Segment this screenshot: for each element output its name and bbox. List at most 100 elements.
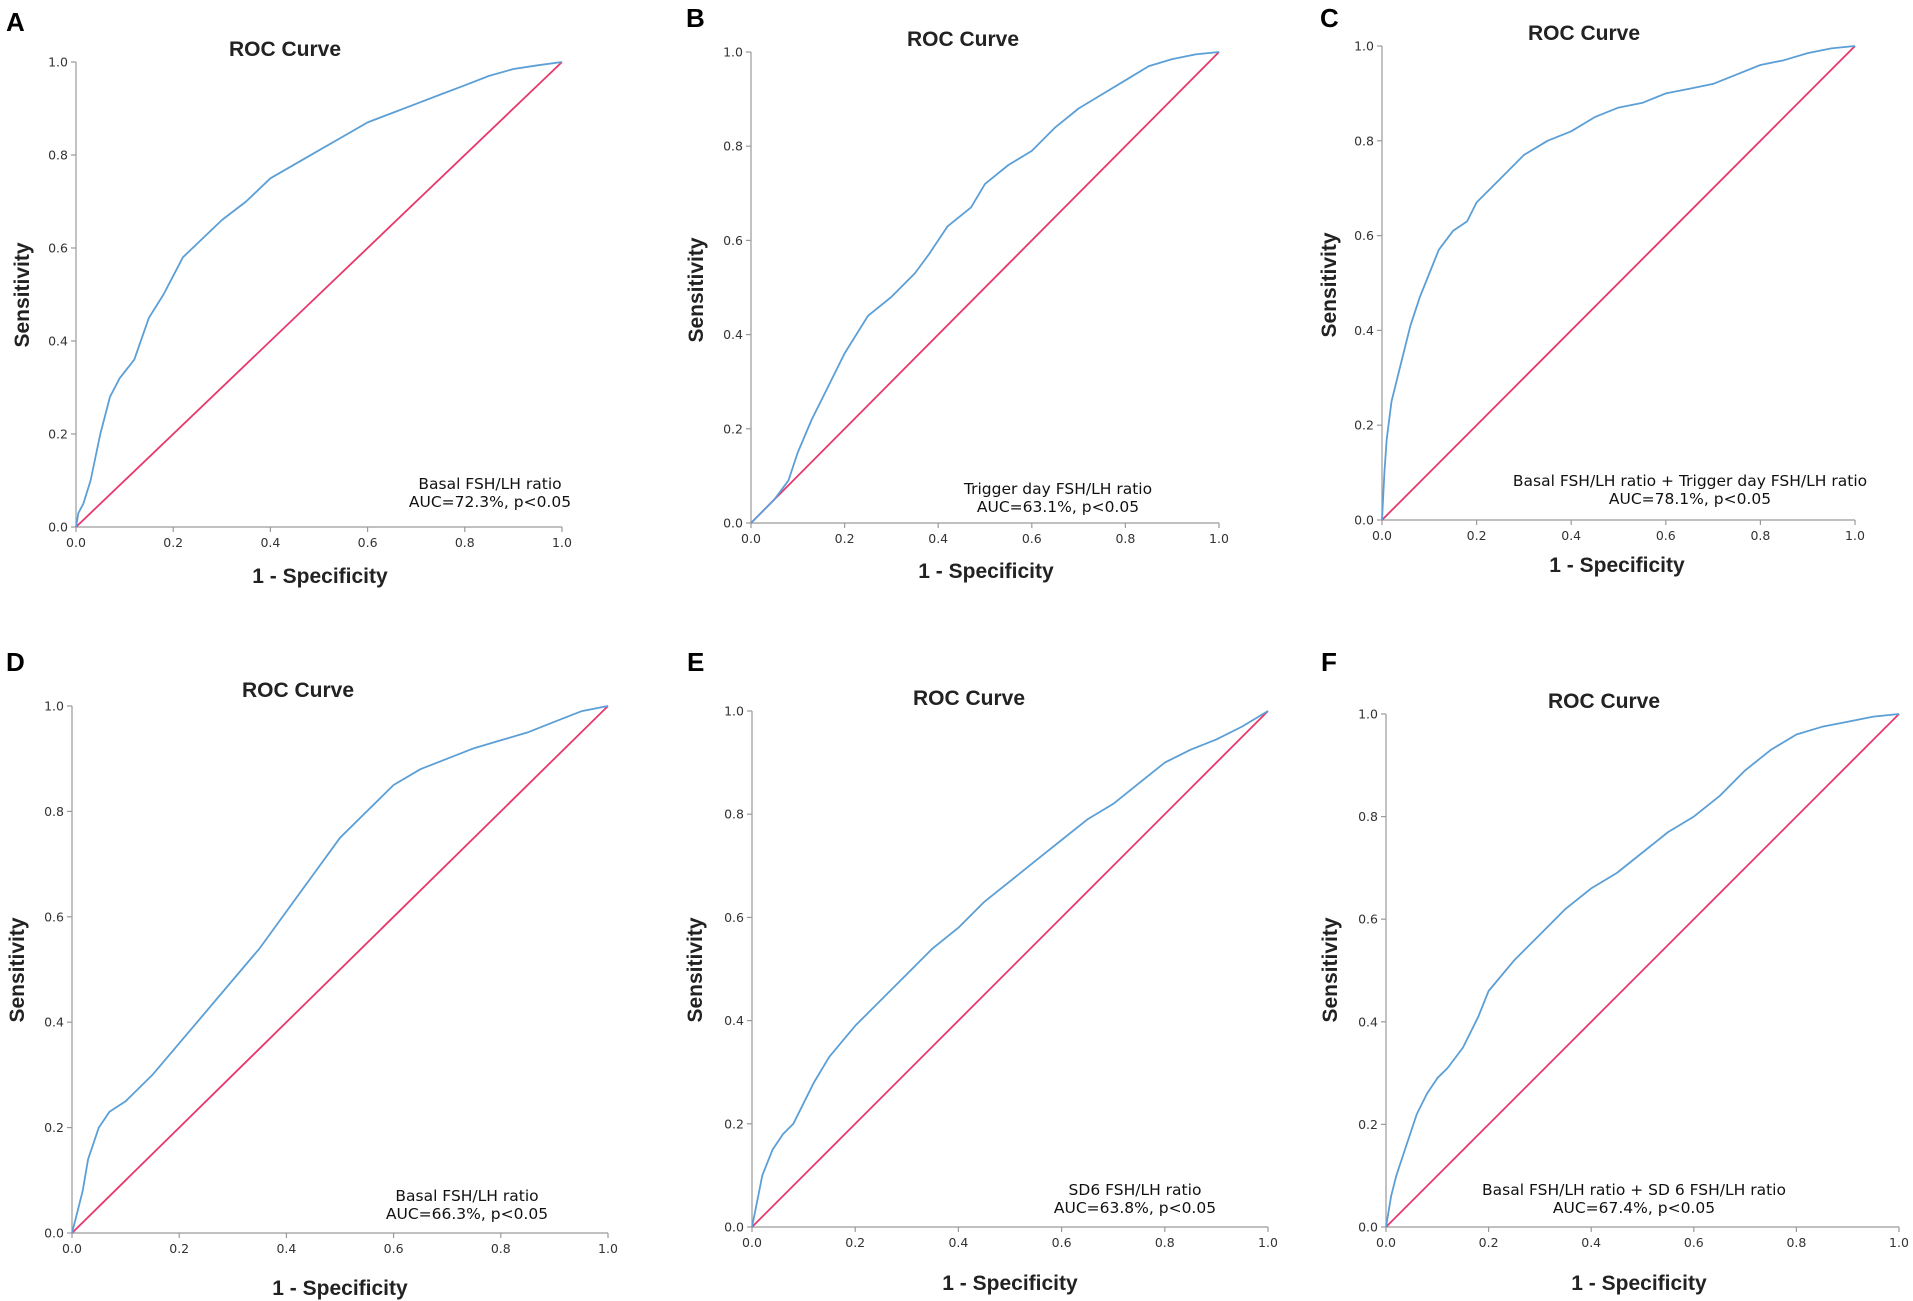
- panel-letter: B: [686, 3, 705, 33]
- y-tick-label: 1.0: [1358, 707, 1378, 722]
- reference-diagonal-line: [75, 61, 563, 528]
- roc-curve-line: [1385, 713, 1900, 1228]
- x-tick-label: 0.0: [1372, 528, 1392, 543]
- x-axis-label: 1 - Specificity: [1549, 554, 1685, 577]
- annotation-auc: AUC=78.1%, p<0.05: [1609, 490, 1771, 508]
- chart-title: ROC Curve: [1548, 690, 1660, 713]
- roc-curve-line: [71, 705, 609, 1234]
- y-axis-label: Sensitivity: [6, 917, 29, 1022]
- annotation-label: Trigger day FSH/LH ratio: [963, 480, 1152, 498]
- y-tick-label: 0.2: [48, 427, 68, 442]
- y-tick-label: 1.0: [724, 704, 744, 719]
- y-tick-label: 0.8: [724, 807, 744, 822]
- x-tick-label: 0.4: [276, 1241, 296, 1256]
- y-tick-label: 0.6: [1354, 228, 1374, 243]
- x-tick-label: 0.8: [455, 535, 475, 550]
- x-tick-label: 0.6: [1656, 528, 1676, 543]
- x-tick-label: 0.2: [169, 1241, 189, 1256]
- panel-letter: D: [6, 647, 25, 677]
- annotation-auc: AUC=63.1%, p<0.05: [977, 498, 1139, 516]
- y-tick-label: 1.0: [1354, 39, 1374, 54]
- y-tick-label: 0.8: [48, 148, 68, 163]
- x-tick-label: 1.0: [1209, 531, 1229, 546]
- x-axis-label: 1 - Specificity: [918, 560, 1054, 583]
- y-tick-label: 0.0: [1354, 513, 1374, 528]
- roc-curve-line: [75, 61, 563, 528]
- y-tick-label: 0.6: [44, 909, 64, 924]
- roc-curve-line: [751, 710, 1269, 1228]
- y-tick-label: 0.2: [724, 1116, 744, 1131]
- x-tick-label: 0.2: [1479, 1235, 1499, 1250]
- reference-diagonal-line: [1381, 45, 1856, 521]
- y-tick-label: 0.6: [724, 910, 744, 925]
- x-tick-label: 0.8: [1155, 1235, 1175, 1250]
- roc-panel-d: D ROC Curve 0.0 0.2 0.4 0.6 0.8 1.0 0.0 0.2 0.4 0.6…: [6, 647, 618, 1300]
- x-tick-label: 1.0: [552, 535, 572, 550]
- x-tick-label: 0.2: [845, 1235, 865, 1250]
- y-tick-label: 0.8: [1358, 809, 1378, 824]
- panel-letter: F: [1321, 647, 1337, 677]
- x-tick-label: 0.0: [62, 1241, 82, 1256]
- annotation-auc: AUC=72.3%, p<0.05: [409, 493, 571, 511]
- y-tick-label: 0.2: [1354, 418, 1374, 433]
- y-tick-label: 0.4: [1354, 323, 1374, 338]
- y-tick-label: 0.8: [1354, 133, 1374, 148]
- x-tick-label: 0.6: [384, 1241, 404, 1256]
- y-axis-label: Sensitivity: [1318, 232, 1341, 337]
- y-tick-label: 0.8: [44, 804, 64, 819]
- y-tick-label: 0.4: [48, 334, 68, 349]
- x-axis-label: 1 - Specificity: [942, 1272, 1078, 1295]
- y-tick-label: 1.0: [44, 699, 64, 714]
- annotation-label: SD6 FSH/LH ratio: [1069, 1181, 1202, 1199]
- y-tick-label: 0.6: [1358, 912, 1378, 927]
- roc-panel-c: C ROC Curve 0.0 0.2 0.4 0.6 0.8 1.0 0.0 0.2 0.4 0.6…: [1318, 3, 1867, 577]
- x-axis-label: 1 - Specificity: [252, 565, 388, 588]
- y-tick-label: 1.0: [48, 55, 68, 70]
- x-tick-label: 0.0: [1376, 1235, 1396, 1250]
- annotation-label: Basal FSH/LH ratio: [418, 475, 561, 493]
- reference-diagonal-line: [751, 710, 1269, 1228]
- x-tick-label: 0.2: [835, 531, 855, 546]
- y-tick-label: 0.4: [44, 1015, 64, 1030]
- x-axis-label: 1 - Specificity: [272, 1277, 408, 1300]
- y-axis-label: Sensitivity: [685, 237, 708, 342]
- x-tick-label: 0.6: [1052, 1235, 1072, 1250]
- y-tick-label: 0.2: [1358, 1117, 1378, 1132]
- x-tick-label: 0.4: [1581, 1235, 1601, 1250]
- y-tick-label: 0.4: [723, 327, 743, 342]
- annotation-auc: AUC=67.4%, p<0.05: [1553, 1199, 1715, 1217]
- x-tick-label: 1.0: [1258, 1235, 1278, 1250]
- annotation-label: Basal FSH/LH ratio + Trigger day FSH/LH …: [1513, 472, 1867, 490]
- x-tick-label: 1.0: [1889, 1235, 1909, 1250]
- y-tick-label: 0.4: [724, 1013, 744, 1028]
- roc-curve-line: [750, 51, 1220, 524]
- roc-panel-e: E ROC Curve 0.0 0.2 0.4 0.6 0.8 1.0 0.0 0.2 0.4 0.6…: [684, 647, 1278, 1295]
- y-axis-label: Sensitivity: [11, 242, 34, 347]
- x-tick-label: 0.6: [358, 535, 378, 550]
- roc-panel-b: B ROC Curve 0.0 0.2 0.4 0.6 0.8 1.0 0.0 0.2 0.4 0.6…: [685, 3, 1229, 583]
- x-tick-label: 0.4: [1561, 528, 1581, 543]
- panel-letter: C: [1320, 3, 1339, 33]
- reference-diagonal-line: [71, 705, 609, 1234]
- x-tick-label: 0.0: [741, 531, 761, 546]
- chart-title: ROC Curve: [229, 38, 341, 61]
- x-tick-label: 0.6: [1684, 1235, 1704, 1250]
- y-tick-label: 0.6: [48, 241, 68, 256]
- x-tick-label: 1.0: [598, 1241, 618, 1256]
- annotation-label: Basal FSH/LH ratio: [395, 1187, 538, 1205]
- roc-panel-a: A ROC Curve 0.0 0.2 0.4 0.6 0.8 1.0 0.0 0.2 0.4 0.6…: [6, 7, 572, 588]
- chart-title: ROC Curve: [242, 679, 354, 702]
- x-tick-label: 0.0: [66, 535, 86, 550]
- x-tick-label: 0.4: [948, 1235, 968, 1250]
- reference-diagonal-line: [1385, 713, 1900, 1228]
- y-tick-label: 0.0: [48, 520, 68, 535]
- y-tick-label: 0.0: [44, 1226, 64, 1241]
- y-tick-label: 0.0: [723, 516, 743, 531]
- chart-title: ROC Curve: [907, 28, 1019, 51]
- reference-diagonal-line: [750, 51, 1220, 524]
- x-tick-label: 0.2: [1467, 528, 1487, 543]
- panel-letter: A: [6, 7, 25, 37]
- x-axis-label: 1 - Specificity: [1571, 1272, 1707, 1295]
- x-tick-label: 0.4: [260, 535, 280, 550]
- y-tick-label: 0.6: [723, 233, 743, 248]
